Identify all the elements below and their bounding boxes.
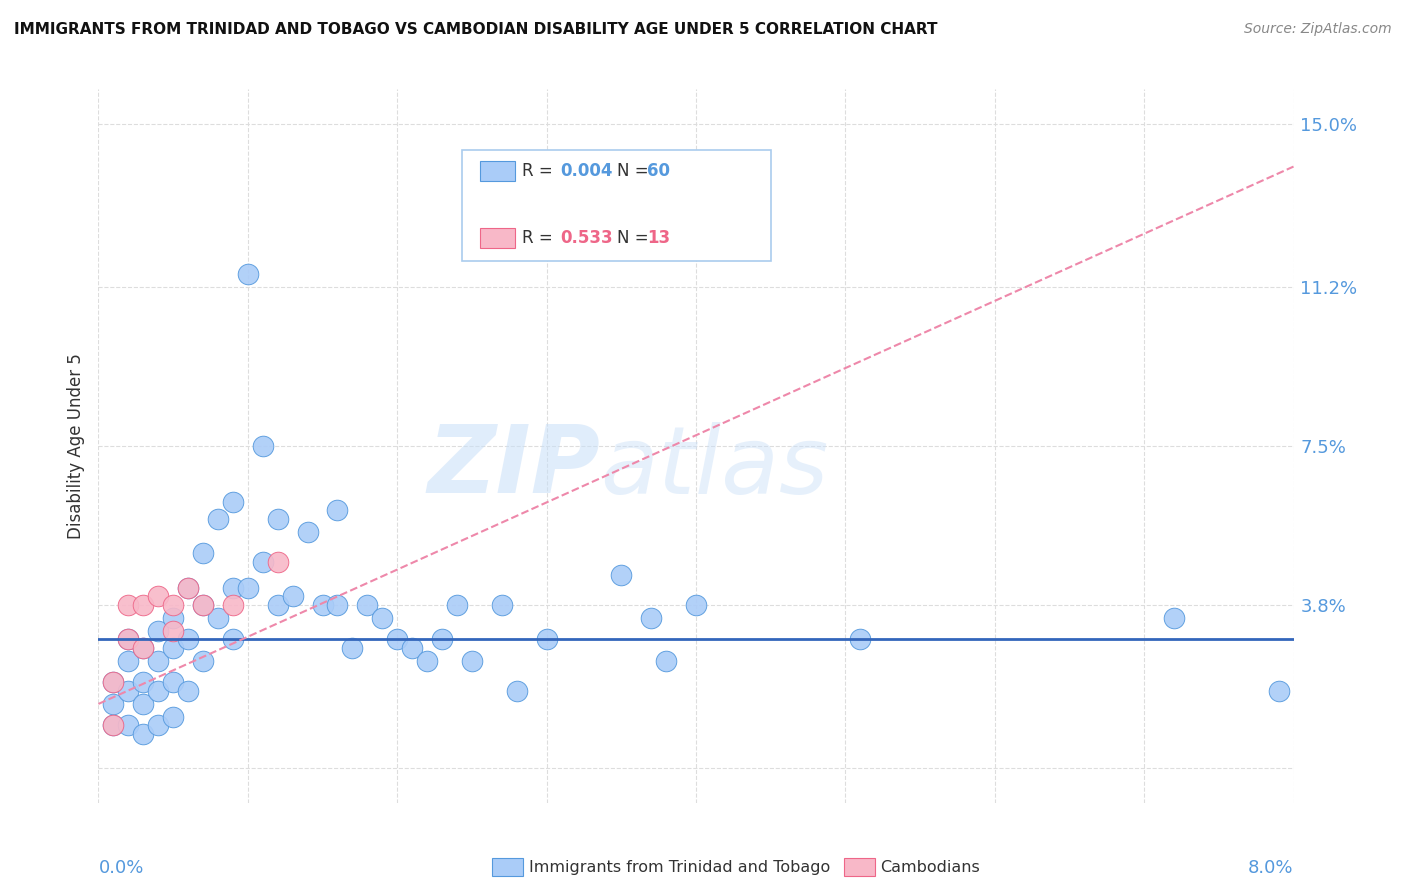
Point — [103, 718, 125, 732]
Point — [103, 718, 125, 732]
Point — [267, 555, 290, 569]
Point — [207, 512, 229, 526]
Point — [236, 267, 259, 281]
Point — [385, 632, 409, 647]
Point — [162, 611, 184, 625]
Point — [191, 598, 214, 612]
Point — [356, 598, 378, 612]
Point — [117, 598, 139, 612]
Point — [610, 568, 633, 582]
Text: Source: ZipAtlas.com: Source: ZipAtlas.com — [1244, 22, 1392, 37]
Text: 0.533: 0.533 — [561, 229, 613, 247]
Point — [267, 512, 290, 526]
Point — [267, 598, 290, 612]
Point — [132, 641, 155, 656]
Point — [117, 718, 139, 732]
Point — [117, 632, 139, 647]
Point — [162, 598, 184, 612]
Point — [236, 581, 259, 595]
Point — [536, 632, 558, 647]
Point — [132, 641, 155, 656]
Point — [222, 598, 245, 612]
Text: N =: N = — [616, 229, 654, 247]
Point — [191, 598, 214, 612]
Point — [416, 654, 439, 668]
Text: R =: R = — [523, 162, 558, 180]
Point — [222, 581, 245, 595]
Point — [148, 718, 170, 732]
Point — [685, 598, 707, 612]
Point — [117, 654, 139, 668]
Point — [148, 684, 170, 698]
Point — [177, 632, 200, 647]
Point — [148, 590, 170, 604]
Text: 13: 13 — [648, 229, 671, 247]
Text: 0.0%: 0.0% — [98, 859, 143, 877]
Text: R =: R = — [523, 229, 558, 247]
Point — [297, 524, 319, 539]
Point — [371, 611, 394, 625]
Point — [326, 598, 349, 612]
Point — [191, 654, 214, 668]
Point — [162, 710, 184, 724]
Point — [1163, 611, 1185, 625]
Point — [103, 697, 125, 711]
Point — [1267, 684, 1289, 698]
Point — [342, 641, 364, 656]
Text: Cambodians: Cambodians — [880, 860, 980, 874]
Point — [849, 632, 872, 647]
Point — [222, 495, 245, 509]
Point — [461, 654, 484, 668]
Point — [446, 598, 468, 612]
Point — [506, 684, 529, 698]
Text: IMMIGRANTS FROM TRINIDAD AND TOBAGO VS CAMBODIAN DISABILITY AGE UNDER 5 CORRELAT: IMMIGRANTS FROM TRINIDAD AND TOBAGO VS C… — [14, 22, 938, 37]
Point — [281, 590, 304, 604]
Point — [191, 546, 214, 560]
Point — [132, 727, 155, 741]
Point — [640, 611, 662, 625]
Point — [430, 632, 453, 647]
Point — [491, 598, 513, 612]
Point — [177, 581, 200, 595]
Point — [103, 675, 125, 690]
Point — [222, 632, 245, 647]
Text: atlas: atlas — [600, 422, 828, 513]
Point — [655, 654, 678, 668]
Text: N =: N = — [616, 162, 654, 180]
Text: Immigrants from Trinidad and Tobago: Immigrants from Trinidad and Tobago — [529, 860, 830, 874]
Text: ZIP: ZIP — [427, 421, 600, 514]
Point — [326, 503, 349, 517]
Point — [132, 697, 155, 711]
Point — [162, 624, 184, 638]
Point — [103, 675, 125, 690]
Point — [252, 439, 274, 453]
Point — [148, 624, 170, 638]
Point — [252, 555, 274, 569]
Text: 0.004: 0.004 — [561, 162, 613, 180]
Point — [162, 641, 184, 656]
Point — [401, 641, 423, 656]
Point — [117, 684, 139, 698]
Point — [207, 611, 229, 625]
Point — [162, 675, 184, 690]
Point — [132, 675, 155, 690]
Y-axis label: Disability Age Under 5: Disability Age Under 5 — [66, 353, 84, 539]
Text: 8.0%: 8.0% — [1249, 859, 1294, 877]
Point — [148, 654, 170, 668]
Point — [177, 581, 200, 595]
Point — [132, 598, 155, 612]
Point — [117, 632, 139, 647]
Text: 60: 60 — [648, 162, 671, 180]
Point — [311, 598, 333, 612]
Point — [177, 684, 200, 698]
